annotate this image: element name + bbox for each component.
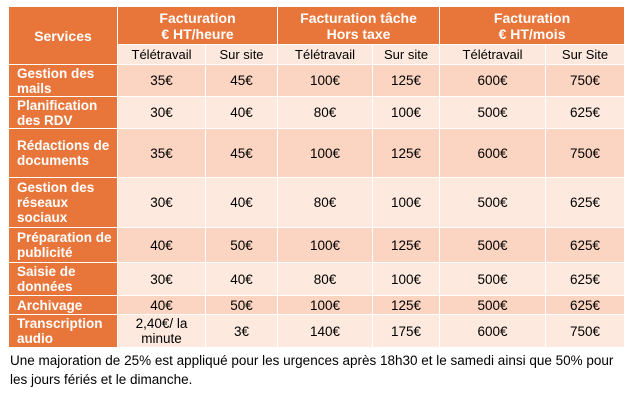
price-cell: 45€ bbox=[204, 128, 279, 178]
row-label: Gestion des mails bbox=[8, 64, 118, 97]
surcharge-note: Une majoration de 25% est appliqué pour … bbox=[10, 353, 614, 387]
price-cell: 40€ bbox=[204, 177, 279, 228]
price-cell: 500€ bbox=[439, 295, 547, 315]
row-label: Transcription audio bbox=[8, 314, 118, 348]
price-cell: 500€ bbox=[439, 227, 547, 263]
header-group-monthly-line1: Facturation bbox=[493, 9, 571, 26]
price-cell: 625€ bbox=[545, 96, 626, 129]
table-row: Archivage 40€ 50€ 100€ 125€ 500€ 625€ bbox=[8, 295, 626, 315]
subheader-cell: Télétravail bbox=[277, 44, 374, 65]
price-cell: 600€ bbox=[439, 64, 547, 97]
header-group-monthly-line2: € HT/mois bbox=[498, 25, 566, 42]
header-group-task-line1: Facturation tâche bbox=[300, 9, 417, 26]
price-cell: 35€ bbox=[117, 128, 206, 178]
row-label: Saisie de données bbox=[8, 262, 118, 296]
table-row: Transcription audio 2,40€/ la minute 3€ … bbox=[8, 314, 626, 348]
row-label: Gestion des réseaux sociaux bbox=[8, 177, 118, 228]
subheader-cell: Télétravail bbox=[439, 44, 547, 65]
price-cell: 125€ bbox=[372, 295, 441, 315]
price-cell: 40€ bbox=[117, 227, 206, 263]
price-cell: 750€ bbox=[545, 128, 626, 178]
price-cell: 100€ bbox=[277, 227, 374, 263]
table-row: Préparation de publicité 40€ 50€ 100€ 12… bbox=[8, 227, 626, 263]
price-cell: 30€ bbox=[117, 177, 206, 228]
price-cell: 40€ bbox=[204, 96, 279, 129]
table-row: Saisie de données 30€ 40€ 80€ 100€ 500€ … bbox=[8, 262, 626, 296]
price-cell: 35€ bbox=[117, 64, 206, 97]
price-cell: 125€ bbox=[372, 227, 441, 263]
price-cell: 100€ bbox=[372, 96, 441, 129]
price-cell: 600€ bbox=[439, 128, 547, 178]
row-label: Rédactions de documents bbox=[8, 128, 118, 178]
header-services: Services bbox=[8, 6, 118, 65]
price-cell: 140€ bbox=[277, 314, 374, 348]
price-cell: 100€ bbox=[277, 128, 374, 178]
table-row: Gestion des mails 35€ 45€ 100€ 125€ 600€… bbox=[8, 64, 626, 97]
subheader-cell: Télétravail bbox=[117, 44, 206, 65]
pricing-table: Services Facturation € HT/heure Facturat… bbox=[8, 6, 626, 348]
price-cell: 125€ bbox=[372, 128, 441, 178]
price-cell: 2,40€/ la minute bbox=[117, 314, 206, 348]
price-cell: 100€ bbox=[372, 177, 441, 228]
header-group-hourly-line1: Facturation bbox=[159, 9, 236, 26]
price-cell: 45€ bbox=[204, 64, 279, 97]
header-group-monthly: Facturation € HT/mois bbox=[439, 6, 626, 45]
header-group-hourly: Facturation € HT/heure bbox=[116, 6, 279, 45]
table-row: Gestion des réseaux sociaux 30€ 40€ 80€ … bbox=[8, 177, 626, 228]
table-row: Planification des RDV 30€ 40€ 80€ 100€ 5… bbox=[8, 96, 626, 129]
row-label: Archivage bbox=[8, 295, 118, 315]
price-cell: 100€ bbox=[372, 262, 441, 296]
price-cell: 50€ bbox=[204, 295, 279, 315]
price-cell: 500€ bbox=[439, 262, 547, 296]
price-cell: 600€ bbox=[439, 314, 547, 348]
price-cell: 500€ bbox=[439, 96, 547, 129]
price-cell: 80€ bbox=[277, 96, 374, 129]
subheader-cell: Sur site bbox=[372, 44, 441, 65]
row-label: Préparation de publicité bbox=[8, 227, 118, 263]
price-cell: 3€ bbox=[204, 314, 279, 348]
price-cell: 30€ bbox=[117, 96, 206, 129]
subheader-cell: Sur Site bbox=[545, 44, 626, 65]
pricing-document: Services Facturation € HT/heure Facturat… bbox=[8, 6, 626, 389]
price-cell: 625€ bbox=[545, 227, 626, 263]
price-cell: 625€ bbox=[545, 177, 626, 228]
price-cell: 40€ bbox=[117, 295, 206, 315]
price-cell: 40€ bbox=[204, 262, 279, 296]
price-cell: 500€ bbox=[439, 177, 547, 228]
price-cell: 80€ bbox=[277, 177, 374, 228]
header-group-task: Facturation tâche Hors taxe bbox=[277, 6, 441, 45]
price-cell: 50€ bbox=[204, 227, 279, 263]
price-cell: 625€ bbox=[545, 295, 626, 315]
row-label: Planification des RDV bbox=[8, 96, 118, 129]
price-cell: 100€ bbox=[277, 64, 374, 97]
price-cell: 750€ bbox=[545, 64, 626, 97]
header-group-task-line2: Hors taxe bbox=[326, 25, 391, 42]
price-cell: 100€ bbox=[277, 295, 374, 315]
header-group-hourly-line2: € HT/heure bbox=[161, 25, 234, 42]
subheader-cell: Sur site bbox=[204, 44, 279, 65]
table-row: Rédactions de documents 35€ 45€ 100€ 125… bbox=[8, 128, 626, 178]
price-cell: 750€ bbox=[545, 314, 626, 348]
price-cell: 125€ bbox=[372, 64, 441, 97]
price-cell: 80€ bbox=[277, 262, 374, 296]
price-cell: 625€ bbox=[545, 262, 626, 296]
price-cell: 30€ bbox=[117, 262, 206, 296]
price-cell: 175€ bbox=[372, 314, 441, 348]
